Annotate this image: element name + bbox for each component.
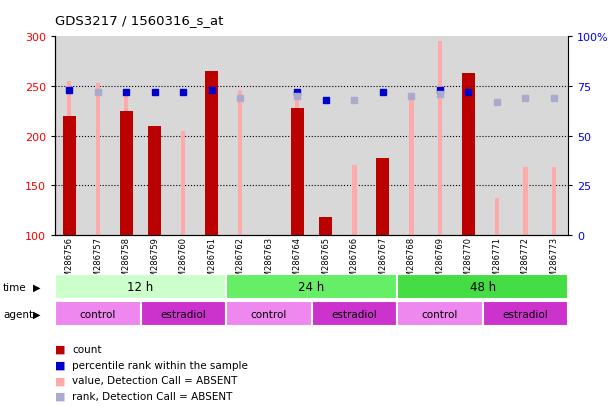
Bar [291,109,304,235]
Bar [376,159,389,235]
Bar [120,112,133,235]
Text: GDS3217 / 1560316_s_at: GDS3217 / 1560316_s_at [55,14,224,27]
Bar [483,301,568,326]
Text: ■: ■ [55,360,65,370]
Bar [181,131,186,235]
Bar [55,301,141,326]
Bar [205,72,218,235]
Text: time: time [3,282,27,292]
Text: 48 h: 48 h [470,280,496,294]
Bar [226,301,312,326]
Text: agent: agent [3,309,33,319]
Text: control: control [422,309,458,319]
Bar [295,91,299,235]
Text: rank, Detection Call = ABSENT: rank, Detection Call = ABSENT [72,391,232,401]
Bar [397,301,483,326]
Bar [437,42,442,235]
Text: estradiol: estradiol [503,309,548,319]
Text: estradiol: estradiol [161,309,206,319]
Bar [320,218,332,235]
Text: 12 h: 12 h [128,280,153,294]
Text: ■: ■ [55,391,65,401]
Bar [124,92,128,235]
Bar [495,199,499,235]
Text: value, Detection Call = ABSENT: value, Detection Call = ABSENT [72,375,238,385]
Text: control: control [251,309,287,319]
Bar [226,275,397,299]
Bar [397,275,568,299]
Bar [55,275,226,299]
Text: estradiol: estradiol [332,309,377,319]
Bar [353,166,357,235]
Bar [148,126,161,235]
Text: control: control [79,309,116,319]
Bar [238,91,243,235]
Bar [67,82,71,235]
Bar [409,94,414,235]
Bar [462,74,475,235]
Bar [95,84,100,235]
Text: count: count [72,344,101,354]
Text: ■: ■ [55,375,65,385]
Text: 24 h: 24 h [299,280,324,294]
Text: ■: ■ [55,344,65,354]
Bar [523,168,527,235]
Text: percentile rank within the sample: percentile rank within the sample [72,360,248,370]
Bar [312,301,397,326]
Bar [552,168,556,235]
Text: ▶: ▶ [33,282,40,292]
Bar [63,116,76,235]
Text: ▶: ▶ [33,309,40,319]
Bar [141,301,226,326]
